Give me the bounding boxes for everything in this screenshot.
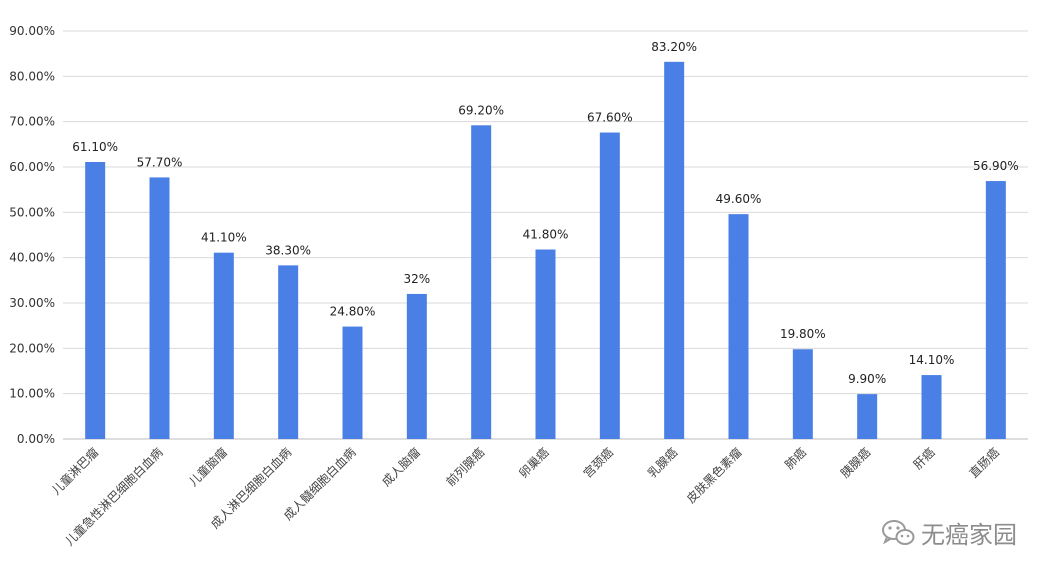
data-label: 49.60%: [716, 192, 762, 206]
bar: [535, 249, 556, 439]
x-category-label: 成人脑瘤: [378, 445, 423, 490]
watermark-text: 无癌家园: [921, 521, 1017, 549]
bar: [278, 265, 299, 439]
wechat-icon: [882, 519, 915, 545]
bar: [85, 162, 106, 439]
bar: [985, 181, 1006, 439]
x-category-label: 直肠癌: [966, 445, 1002, 481]
x-category-label: 肝癌: [910, 445, 938, 473]
x-category-label: 卵巢癌: [516, 445, 552, 481]
y-tick-label: 30.00%: [9, 296, 55, 310]
y-tick-label: 10.00%: [9, 387, 55, 401]
data-labels: 61.10% 57.70% 41.10% 38.30% 24.80% 32% 69.20% 4…: [72, 40, 1018, 386]
bar: [149, 177, 170, 439]
y-tick-label: 70.00%: [9, 115, 55, 129]
x-category-label: 儿童脑瘤: [185, 445, 230, 490]
x-category-label: 胰腺癌: [837, 445, 873, 481]
x-category-label: 乳腺癌: [644, 445, 680, 481]
y-tick-label: 40.00%: [9, 251, 55, 265]
bar: [857, 394, 878, 439]
data-label: 19.80%: [780, 327, 826, 341]
data-label: 32%: [403, 272, 430, 286]
x-category-label: 前列腺癌: [443, 445, 488, 490]
bars: [85, 61, 1006, 440]
data-label: 38.30%: [265, 243, 311, 257]
y-tick-label: 0.00%: [17, 432, 55, 446]
x-category-label: 宫颈癌: [580, 445, 616, 481]
x-category-label: 儿童淋巴瘤: [48, 445, 101, 498]
data-label: 24.80%: [330, 305, 376, 319]
y-tick-label: 50.00%: [9, 205, 55, 219]
y-tick-label: 90.00%: [9, 24, 55, 38]
data-label: 67.60%: [587, 111, 633, 125]
data-label: 9.90%: [848, 372, 886, 386]
y-tick-label: 20.00%: [9, 341, 55, 355]
bar: [599, 132, 620, 439]
bar: [471, 125, 492, 439]
x-category-label: 肺癌: [781, 445, 809, 473]
data-label: 69.20%: [458, 103, 504, 117]
bar: [406, 293, 427, 439]
y-axis-ticks: 0.00% 10.00% 20.00% 30.00% 40.00% 50.00% 60.00…: [9, 24, 55, 446]
data-label: 56.90%: [973, 159, 1019, 173]
bar: [213, 252, 234, 439]
bar: [792, 349, 813, 439]
x-category-label: 皮肤黑色素瘤: [683, 445, 745, 507]
bar: [921, 375, 942, 439]
bar: [342, 326, 363, 439]
bar: [664, 61, 685, 440]
bar: [728, 214, 749, 439]
y-tick-label: 60.00%: [9, 160, 55, 174]
data-label: 41.80%: [523, 228, 569, 242]
data-label: 41.10%: [201, 231, 247, 245]
data-label: 61.10%: [72, 140, 118, 154]
data-label: 14.10%: [909, 353, 955, 367]
y-tick-label: 80.00%: [9, 69, 55, 83]
watermark: 无癌家园: [881, 515, 1017, 550]
data-label: 83.20%: [651, 40, 697, 54]
data-label: 57.70%: [137, 155, 183, 169]
